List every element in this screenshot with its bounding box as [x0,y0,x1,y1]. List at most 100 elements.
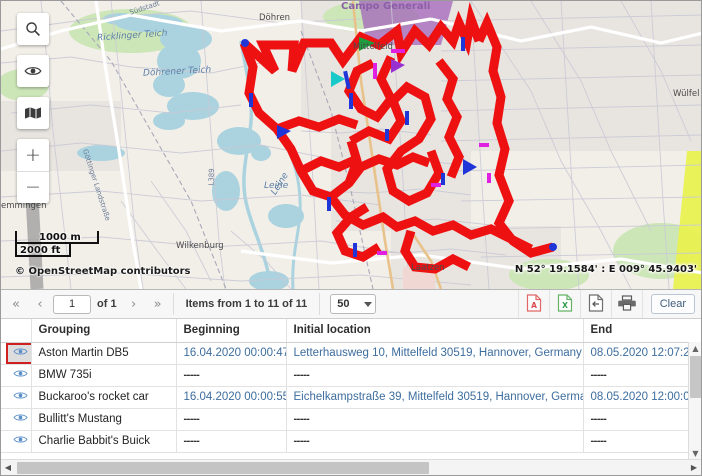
map-canvas[interactable] [1,1,701,289]
toolbar-divider-2 [319,293,321,315]
cell-grouping[interactable]: Charlie Babbit's Buick [31,430,177,453]
cell-end[interactable]: 08.05.2020 12:07:2 [583,342,701,365]
search-button[interactable] [17,13,49,45]
svg-text:A: A [531,301,537,310]
row-visibility-cell[interactable] [1,364,32,387]
cell-beginning: ----- [176,430,287,453]
table-row[interactable]: Buckaroo's rocket car 16.04.2020 00:00:55… [1,386,701,409]
eye-icon [12,368,28,382]
scroll-left-arrow-icon[interactable]: ◀ [4,463,12,472]
row-visibility-toggle[interactable] [8,367,30,384]
row-visibility-toggle[interactable] [8,411,30,428]
prev-page-button[interactable]: ‹ [37,296,43,312]
row-visibility-cell[interactable] [1,408,32,431]
grid-vertical-scrollbar[interactable]: ▲ ▼ [688,342,701,459]
excel-export-icon: X [557,293,573,315]
map-icon [24,106,42,120]
row-visibility-toggle[interactable] [8,389,30,406]
column-header-beginning[interactable]: Beginning [176,319,287,343]
cell-initial-location: ----- [286,430,584,453]
pagination[interactable]: « ‹ of 1 › » [1,290,173,318]
row-visibility-toggle[interactable] [6,342,30,363]
highlight-area [673,151,701,289]
direction-markers [241,37,557,257]
table-row[interactable]: Bullitt's Mustang ----- ----- ----- [1,408,701,431]
zoom-out-button[interactable]: − [17,171,49,203]
cell-grouping[interactable]: BMW 735i [31,364,177,387]
row-visibility-cell[interactable] [1,386,32,409]
clear-button[interactable]: Clear [650,294,695,314]
map-controls[interactable]: + − [17,13,49,213]
map-visibility-group[interactable] [17,55,49,87]
toolbar-actions[interactable]: A X [517,290,642,318]
eye-icon [12,346,28,360]
export-excel-button[interactable]: X [548,290,580,318]
scroll-down-arrow-icon[interactable]: ▼ [692,448,699,458]
column-header-initial-location[interactable]: Initial location [286,319,584,343]
export-csv-button[interactable] [579,290,611,318]
cell-initial-location: ----- [286,408,584,431]
plus-icon: + [25,143,41,166]
cell-beginning[interactable]: 16.04.2020 00:00:55 [176,386,287,409]
table-row[interactable]: BMW 735i ----- ----- ----- [1,364,701,387]
page-size-value: 50 [337,298,350,310]
osm-attribution[interactable]: © OpenStreetMap contributors [15,266,191,277]
osm-attribution-text[interactable]: © OpenStreetMap contributors [15,266,191,277]
page-size-wrap[interactable]: 50 [320,290,386,318]
next-page-button[interactable]: › [130,296,137,312]
cell-grouping[interactable]: Bullitt's Mustang [31,408,177,431]
cell-grouping[interactable]: Aston Martin DB5 [31,342,177,365]
basemap-button[interactable] [17,97,49,129]
svg-text:X: X [562,301,568,310]
route-polyline [239,1,555,274]
column-header-grouping[interactable]: Grouping [31,319,177,343]
last-page-button[interactable]: » [153,296,162,312]
cell-beginning[interactable]: 16.04.2020 00:00:47 [176,342,287,365]
cell-beginning: ----- [176,364,287,387]
toolbar-divider [172,293,174,315]
eye-icon [12,412,28,426]
table-row[interactable]: Charlie Babbit's Buick ----- ----- ----- [1,430,701,453]
minus-icon: − [25,176,41,198]
cell-initial-location[interactable]: Letterhausweg 10, Mittelfeld 30519, Hann… [286,342,584,365]
cell-beginning: ----- [176,408,287,431]
csv-export-icon [588,293,604,315]
visibility-button[interactable] [17,55,49,87]
scale-bar: 1000 m 2000 ft [15,231,99,257]
page-number-input[interactable] [53,294,91,314]
horizontal-scroll-track[interactable] [15,460,687,476]
column-header-select[interactable] [1,319,32,343]
page-size-select[interactable]: 50 [330,294,377,314]
zoom-in-button[interactable]: + [17,139,49,171]
grid-body: Aston Martin DB5 16.04.2020 00:00:47 Lette… [1,342,701,453]
scroll-up-arrow-icon[interactable]: ▲ [692,343,699,353]
clear-wrap[interactable]: Clear [641,290,701,318]
grid-horizontal-scrollbar[interactable]: ◀ ▶ [1,459,701,475]
print-button[interactable] [610,290,642,318]
column-header-end[interactable]: End [583,319,701,343]
map-tool-group[interactable] [17,13,49,45]
horizontal-scroll-thumb[interactable] [17,461,429,474]
items-count-label: Items from 1 to 11 of 11 [185,298,308,310]
eye-icon [24,64,42,78]
cell-end[interactable]: 08.05.2020 12:00:0 [583,386,701,409]
table-row[interactable]: Aston Martin DB5 16.04.2020 00:00:47 Lette… [1,342,701,365]
row-visibility-toggle[interactable] [8,433,30,450]
scroll-right-arrow-icon[interactable]: ▶ [690,463,698,472]
map-basemap-group[interactable] [17,97,49,129]
scale-imperial: 2000 ft [15,244,71,257]
eye-icon [12,434,28,448]
export-pdf-button[interactable]: A [517,290,549,318]
vertical-scroll-thumb[interactable] [690,356,701,398]
cell-initial-location[interactable]: Eichelkampstraße 39, Mittelfeld 30519, H… [286,386,584,409]
row-visibility-cell[interactable] [1,430,32,453]
map-zoom-group[interactable]: + − [17,139,49,203]
row-visibility-cell[interactable] [1,342,32,365]
first-page-button[interactable]: « [12,296,20,312]
map-panel[interactable]: Südstadt Döhren Campo Generali Ricklinger T… [1,1,701,289]
chevron-down-icon [364,301,373,307]
cell-grouping[interactable]: Buckaroo's rocket car [31,386,177,409]
grid-toolbar[interactable]: « ‹ of 1 › » Items from 1 to 11 of 11 50 [1,289,701,319]
coordinate-readout: N 52° 19.1584' : E 009° 45.9403' [514,264,697,275]
data-grid[interactable]: Grouping Beginning Initial location End … [1,319,701,459]
